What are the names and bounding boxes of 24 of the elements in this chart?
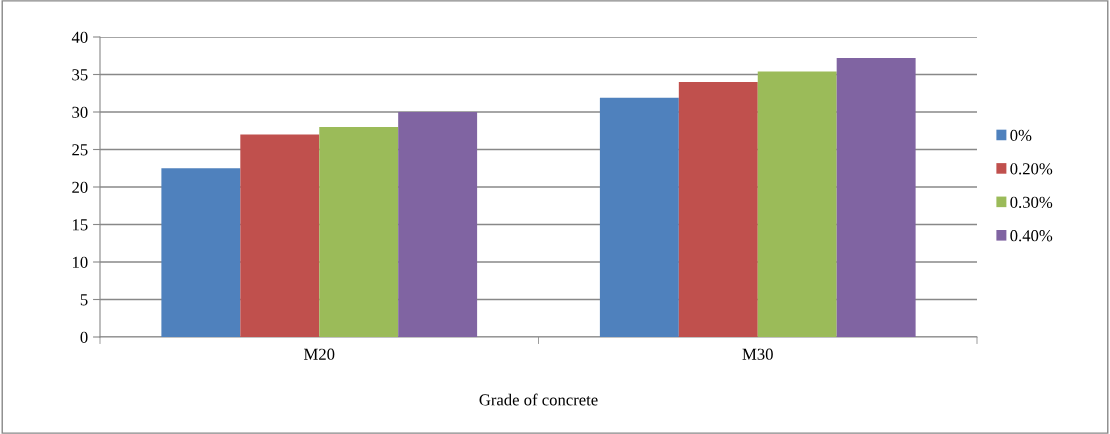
y-tick-label: 30 [72,106,88,118]
x-tick-label: M20 [303,348,335,360]
x-axis-title: Grade of concrete [479,393,598,406]
bar [599,97,679,337]
y-tick-label: 35 [72,69,88,81]
legend-label: 0.30% [1010,196,1053,208]
bar [757,71,837,337]
legend-label: 0.40% [1010,230,1053,242]
legend-label: 0% [1010,129,1032,142]
y-tick-label: 40 [71,31,88,43]
bar [161,168,241,337]
legend-label: 0.20% [1010,163,1053,175]
bar [240,134,320,337]
bar [319,127,399,337]
y-tick-label: 0 [80,331,88,343]
y-tick-label: 10 [72,256,88,268]
y-tick-label: 20 [72,181,88,193]
bar [398,112,478,337]
y-tick-label: 15 [72,219,88,231]
x-tick-label: M30 [742,348,773,360]
bar [836,58,916,337]
y-tick-label: 5 [80,294,88,306]
bar [678,82,758,337]
y-tick-label: 25 [72,144,88,156]
